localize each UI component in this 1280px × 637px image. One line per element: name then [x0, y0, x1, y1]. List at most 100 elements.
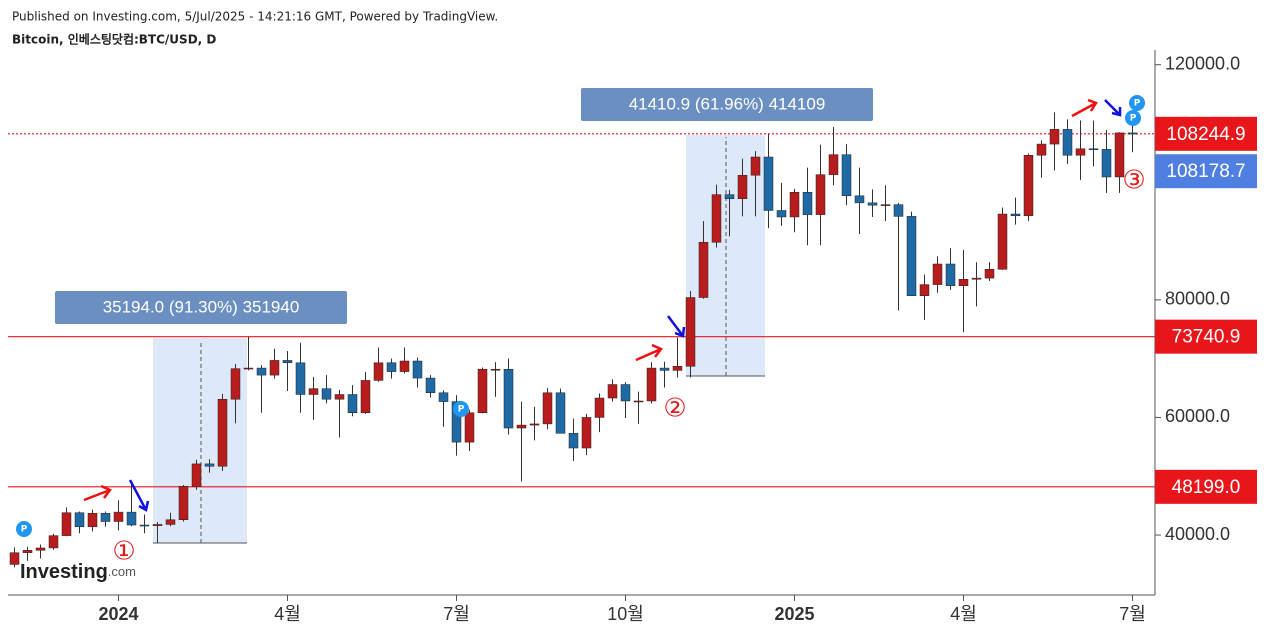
candle-body: [750, 156, 761, 176]
marker: ②: [663, 394, 686, 424]
y-tick-label: 60000.0: [1165, 406, 1230, 426]
arrows: [83, 98, 1122, 512]
candle-body: [152, 524, 163, 526]
candle-body: [191, 463, 202, 487]
candle-body: [997, 213, 1008, 270]
candle-body: [802, 192, 813, 215]
last-price-label: 108178.7: [1166, 161, 1245, 182]
candle-body: [1127, 132, 1138, 135]
candle-body: [503, 368, 514, 429]
candle-body: [165, 519, 176, 525]
candle-body: [230, 368, 241, 400]
candle-body: [399, 360, 410, 372]
candle-body: [412, 360, 423, 379]
candle-body: [308, 388, 319, 395]
candle-body: [1010, 213, 1021, 217]
candle-body: [620, 384, 631, 402]
marker: ③: [1122, 166, 1145, 196]
candle-body: [9, 552, 20, 565]
candle-body: [516, 424, 527, 429]
candle-body: [282, 360, 293, 364]
candle-body: [763, 156, 774, 211]
candle-body: [373, 362, 384, 381]
last-price-box: [1155, 154, 1257, 189]
candle-body: [737, 174, 748, 199]
candle-body: [555, 392, 566, 434]
candle-body: [698, 241, 709, 298]
candle-body: [932, 263, 943, 285]
level-label: 73740.9: [1172, 327, 1241, 348]
candle-body: [490, 368, 501, 371]
pin-label: P: [458, 405, 465, 415]
x-tick-label: 2024: [98, 604, 138, 624]
y-tick-label: 40000.0: [1165, 524, 1230, 544]
level-box: [1155, 319, 1257, 354]
candle-body: [685, 297, 696, 367]
x-tick-label: 2025: [774, 604, 814, 624]
candle-body: [984, 269, 995, 279]
candle-body: [22, 550, 33, 553]
chart-title: Bitcoin, 인베스팅닷컴:BTC/USD, D: [12, 32, 216, 47]
candle-body: [477, 368, 488, 413]
candle-body: [568, 433, 579, 449]
pin: [453, 401, 469, 417]
candle-body: [893, 204, 904, 217]
candle-body: [243, 367, 254, 370]
candle-body: [672, 366, 683, 371]
candle-body: [906, 216, 917, 296]
candle-body: [945, 263, 956, 287]
candle-body: [451, 401, 462, 443]
candle-body: [438, 392, 449, 402]
candle-body: [594, 397, 605, 418]
candle-body: [204, 463, 215, 467]
pin-label: P: [1134, 99, 1141, 109]
candle-body: [178, 485, 189, 520]
candle-body: [1023, 154, 1034, 217]
candle-body: [256, 367, 267, 376]
marker: ①: [112, 537, 135, 567]
candle-body: [867, 202, 878, 206]
logo-name: Investing: [20, 561, 108, 583]
level-label: 108244.9: [1166, 124, 1245, 145]
publish-note: Published on Investing.com, 5/Jul/2025 -…: [12, 10, 498, 24]
candle-body: [321, 388, 332, 400]
candle-body: [542, 392, 553, 425]
candle-body: [646, 367, 657, 402]
candle-body: [74, 512, 85, 528]
candle-body: [971, 277, 982, 280]
candle-body: [1075, 148, 1086, 156]
candle-body: [347, 394, 358, 413]
candle-body: [1088, 148, 1099, 151]
candle-body: [581, 417, 592, 449]
x-tick-label: 7월: [1119, 604, 1146, 624]
y-tick-label: 120000.0: [1165, 53, 1240, 73]
candle-body: [659, 367, 670, 371]
pin-label: P: [1130, 114, 1137, 124]
y-tick-label: 80000.0: [1165, 289, 1230, 309]
candle-body: [958, 279, 969, 287]
candle-body: [1101, 149, 1112, 178]
candle-body: [269, 360, 280, 376]
candle-body: [1114, 132, 1125, 178]
candle-body: [126, 511, 137, 526]
candle-body: [841, 154, 852, 197]
plot-area: [8, 112, 1155, 568]
candle-body: [35, 547, 46, 551]
candle-body: [724, 194, 735, 199]
candle-body: [880, 204, 891, 206]
annotation-box: [581, 88, 873, 121]
x-tick-label: 4월: [274, 604, 301, 624]
candle-body: [360, 380, 371, 413]
pin: [1129, 95, 1145, 111]
candle-body: [815, 174, 826, 215]
candle-body: [1062, 129, 1073, 156]
x-tick-label: 10월: [607, 604, 644, 624]
candle-body: [464, 412, 475, 443]
candle-body: [48, 535, 59, 549]
level-box: [1155, 469, 1257, 504]
x-tick-label: 4월: [950, 604, 977, 624]
candle-body: [113, 511, 124, 522]
candle-body: [607, 384, 618, 399]
candle-body: [633, 400, 644, 403]
logo-suffix: .com: [108, 564, 136, 579]
